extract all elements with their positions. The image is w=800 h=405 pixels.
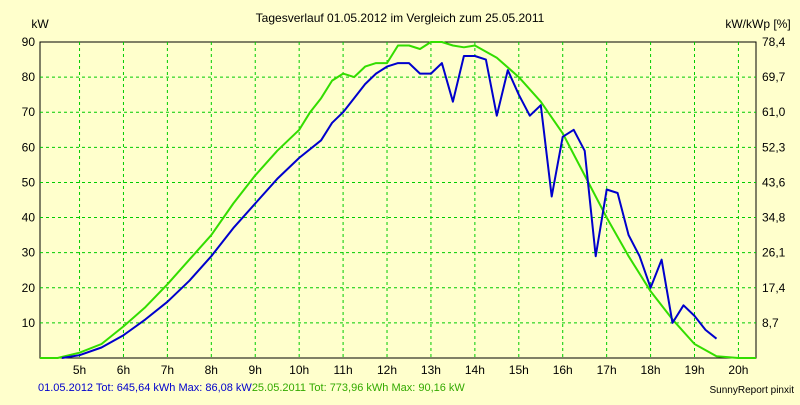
y-axis-left-label: kW [31,17,49,31]
y-tick-label-left: 10 [22,316,36,330]
x-tick-label: 14h [465,363,485,377]
x-tick-label: 6h [117,363,130,377]
y-axis-right-label: kW/kWp [%] [725,17,790,31]
series-line-2 [40,41,756,359]
y-tick-label-right: 78,4 [762,35,786,49]
y-tick-label-left: 50 [22,175,36,189]
series-line-1 [61,55,718,359]
x-tick-label: 8h [205,363,218,377]
y-tick-label-left: 70 [22,105,36,119]
x-ticks: 5h 6h 7h 8h 9h 10h 11h 12h 13h 14h 15h 16h 17h 18h 19h… [73,363,749,377]
x-tick-label: 18h [641,363,661,377]
x-tick-label: 20h [728,363,748,377]
y-tick-label-right: 17,4 [762,281,786,295]
y-tick-label-right: 69,7 [762,70,786,84]
legend-series-1: 01.05.2012 Tot: 645,64 kWh Max: 86,08 kW [38,382,252,394]
y-tick-label-right: 43,6 [762,175,786,189]
y-tick-label-left: 60 [22,140,36,154]
x-tick-label: 15h [509,363,529,377]
x-tick-label: 7h [161,363,174,377]
y-tick-label-left: 40 [22,211,36,225]
legend-series-2: 25.05.2011 Tot: 773,96 kWh Max: 90,16 kW [251,382,465,394]
x-tick-label: 11h [334,363,353,377]
chart-title: Tagesverlauf 01.05.2012 im Vergleich zum… [256,11,545,25]
x-tick-label: 17h [597,363,617,377]
y-ticks-right: 8,7 17,4 26,1 34,8 43,6 52,3 61,0 69,7 78,4 [762,35,786,330]
y-tick-label-left: 80 [22,70,36,84]
y-tick-label-left: 20 [22,281,36,295]
y-tick-label-right: 34,8 [762,211,786,225]
x-tick-label: 9h [249,363,262,377]
x-tick-label: 16h [553,363,573,377]
credit-text: SunnyReport pinxit [709,385,795,396]
y-tick-label-right: 26,1 [762,246,786,260]
plot-frame [39,41,757,359]
legend-footer: 01.05.2012 Tot: 645,64 kWh Max: 86,08 kW… [38,382,465,394]
y-tick-label-right: 52,3 [762,140,786,154]
x-tick-label: 10h [289,363,309,377]
y-tick-label-left: 90 [22,35,36,49]
series-layer [40,41,756,359]
x-tick-label: 13h [421,363,441,377]
y-tick-label-right: 8,7 [762,316,779,330]
x-tick-label: 5h [73,363,86,377]
y-tick-label-right: 61,0 [762,105,786,119]
y-tick-label-left: 30 [22,246,36,260]
x-tick-label: 12h [377,363,397,377]
x-tick-label: 19h [684,363,704,377]
y-ticks-left: 10 20 30 40 50 60 70 80 90 [22,35,36,330]
